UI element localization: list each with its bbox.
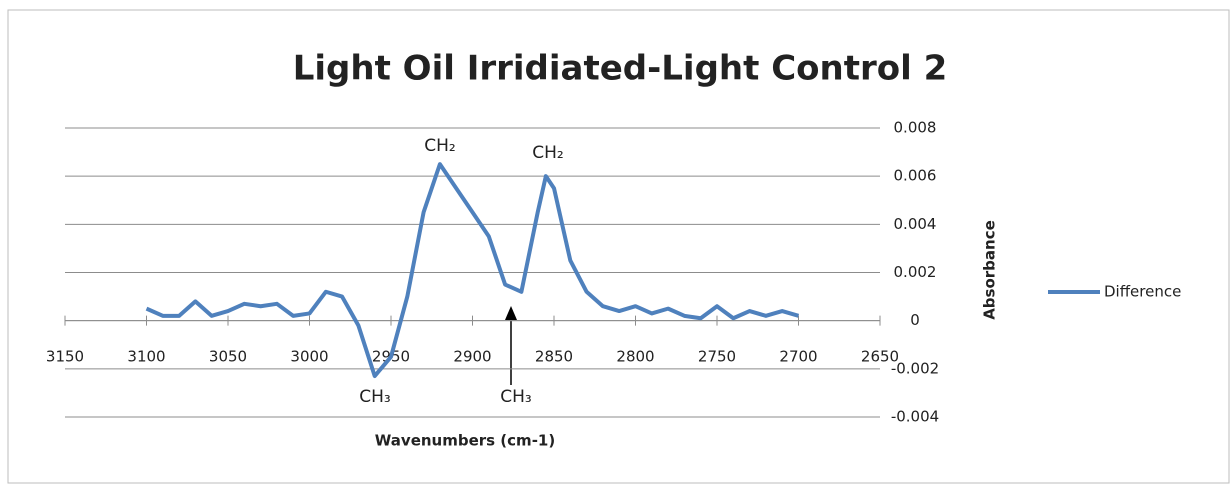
x-tick-label: 2700	[779, 348, 817, 366]
y-tick-label: 0.006	[894, 167, 937, 185]
x-tick-label: 2900	[453, 348, 491, 366]
y-tick-label: 0.002	[894, 263, 937, 281]
x-tick-label: 2800	[616, 348, 654, 366]
x-tick-label: 2750	[698, 348, 736, 366]
chart-title: Light Oil Irridiated-Light Control 2	[293, 49, 948, 89]
x-tick-label: 2650	[861, 348, 899, 366]
annotation: CH₂	[424, 136, 455, 156]
annotation: CH₃	[359, 387, 390, 407]
y-axis-title: Absorbance	[981, 220, 999, 320]
x-tick-label: 3100	[127, 348, 165, 366]
chart-border	[7, 9, 1230, 484]
annotation: CH₃	[500, 387, 531, 407]
x-tick-label: 3150	[46, 348, 84, 366]
x-axis-title: Wavenumbers (cm-1)	[375, 432, 555, 450]
y-tick-label: -0.002	[891, 359, 939, 377]
y-tick-label: 0.004	[894, 215, 937, 233]
arrow-head	[505, 306, 517, 320]
y-tick-label: 0.008	[894, 119, 937, 137]
x-tick-label: 3000	[290, 348, 328, 366]
annotation: CH₂	[532, 143, 563, 163]
x-tick-label: 3050	[209, 348, 247, 366]
x-tick-label: 2850	[535, 348, 573, 366]
y-tick-label: -0.004	[891, 408, 939, 426]
data-line	[145, 162, 800, 379]
legend-label: Difference	[1104, 283, 1181, 301]
y-tick-label: 0	[910, 311, 920, 329]
